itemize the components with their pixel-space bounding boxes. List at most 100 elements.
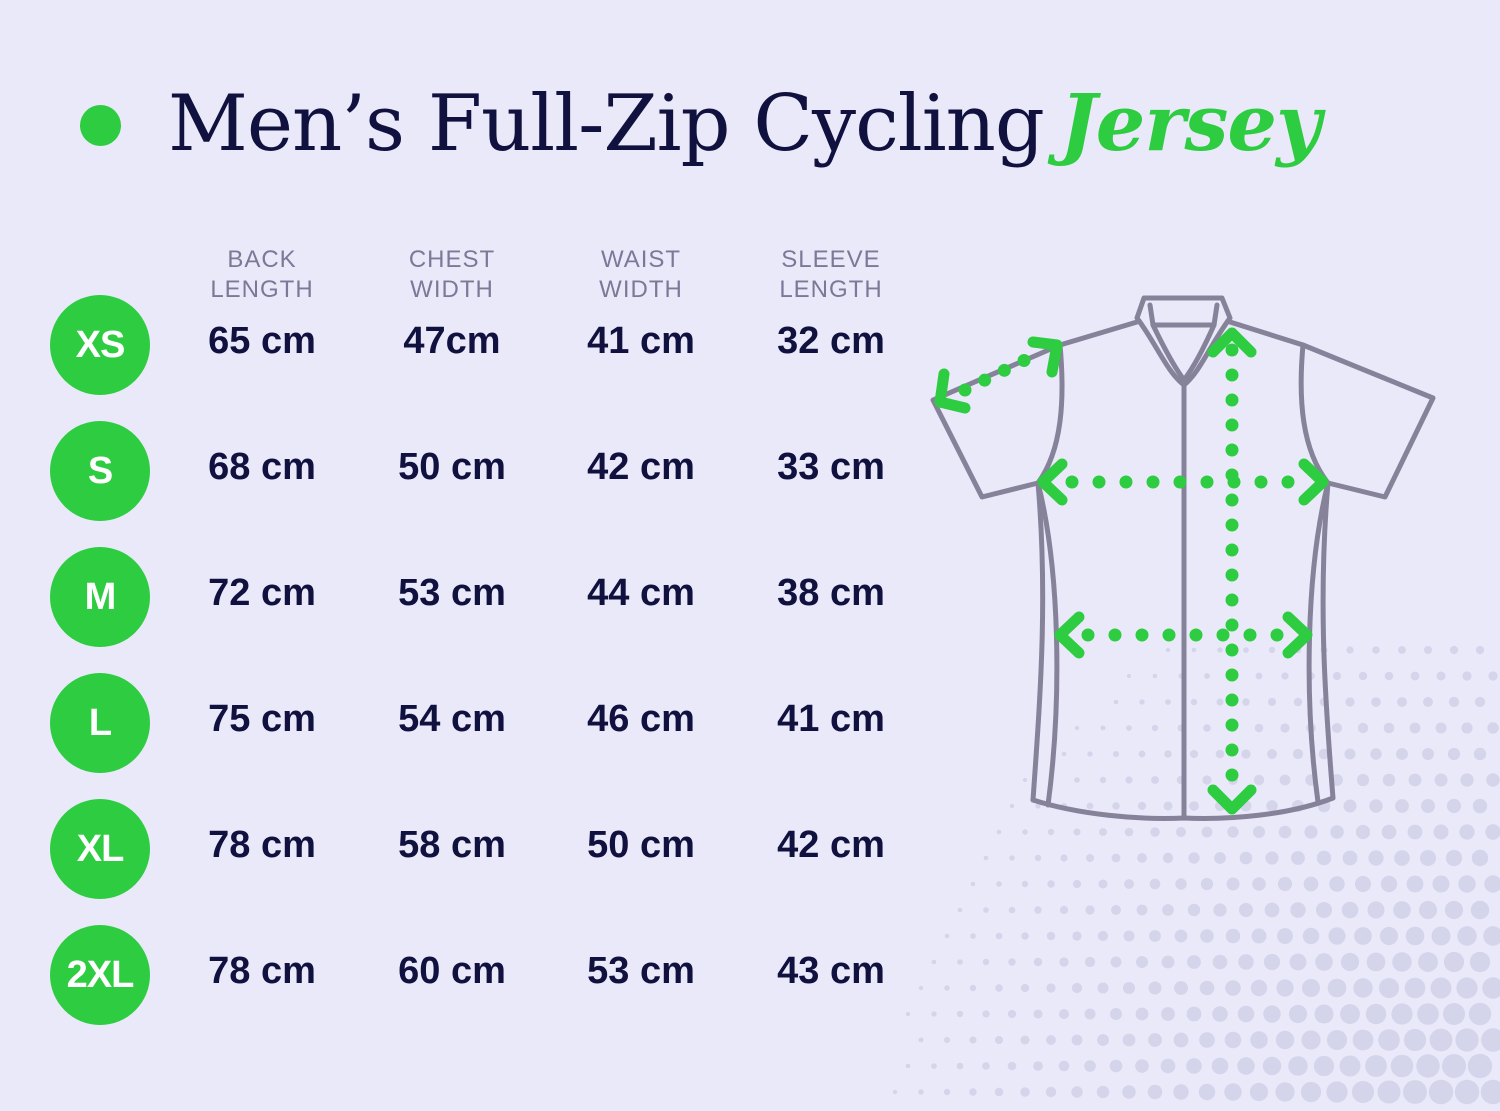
halftone-dot (892, 1089, 898, 1095)
halftone-dot (1084, 1008, 1096, 1020)
size-badge-2xl: 2XL (50, 925, 150, 1025)
halftone-dot (1123, 982, 1135, 994)
halftone-dot (1352, 1029, 1374, 1051)
halftone-dot (1291, 851, 1305, 865)
halftone-dot (1047, 828, 1055, 836)
halftone-dot (1255, 672, 1263, 680)
halftone-dot (1482, 977, 1500, 999)
halftone-dot (1394, 850, 1410, 866)
halftone-dot (1152, 673, 1158, 679)
halftone-dot (1379, 978, 1399, 998)
halftone-dot (1381, 824, 1397, 840)
halftone-dot (1484, 875, 1500, 893)
halftone-dot (1009, 803, 1015, 809)
halftone-dot (1073, 828, 1081, 836)
halftone-dot (1469, 951, 1491, 973)
table-cell: 44 cm (587, 572, 695, 614)
halftone-dot (1358, 671, 1368, 681)
table-cell: 72 cm (208, 572, 316, 614)
column-header-sleeve-length: SLEEVE LENGTH (779, 246, 883, 303)
halftone-dot (905, 1011, 911, 1017)
halftone-dot (1217, 647, 1223, 653)
halftone-dot (1357, 722, 1369, 734)
halftone-dot (1033, 957, 1043, 967)
measurement-markers (934, 327, 1329, 815)
halftone-dot (956, 1010, 964, 1018)
halftone-dot (982, 1062, 990, 1070)
halftone-dot (1377, 1080, 1401, 1104)
halftone-dot (1470, 900, 1490, 920)
table-cell: 54 cm (398, 698, 506, 740)
halftone-dot (1112, 802, 1120, 810)
halftone-dot (1488, 671, 1498, 681)
halftone-dot (1059, 957, 1069, 967)
halftone-dot (1215, 749, 1225, 759)
halftone-dot (1288, 1056, 1308, 1076)
halftone-dot (1224, 1083, 1242, 1101)
title-main: Men’s Full-Zip Cycling (168, 79, 1045, 169)
halftone-dot (1268, 646, 1276, 654)
halftone-dot (1443, 951, 1465, 973)
halftone-dot (1422, 748, 1434, 760)
table-cell: 41 cm (777, 698, 885, 740)
halftone-dot (1341, 901, 1359, 919)
halftone-dot (1198, 1083, 1216, 1101)
halftone-dot (1046, 983, 1056, 993)
halftone-dot (1200, 877, 1214, 891)
halftone-dot (1371, 697, 1381, 707)
halftone-dot (1313, 1055, 1335, 1077)
halftone-dot (1314, 1004, 1334, 1024)
table-cell: 42 cm (587, 446, 695, 488)
halftone-dot (1263, 1005, 1281, 1023)
halftone-dot (1378, 1029, 1400, 1051)
halftone-dot (1250, 1031, 1268, 1049)
halftone-dot (1150, 827, 1160, 837)
halftone-dot (1125, 776, 1133, 784)
halftone-dot (1443, 1003, 1465, 1025)
halftone-dot (1097, 1034, 1109, 1046)
halftone-dot (1408, 773, 1422, 787)
halftone-dot (1432, 875, 1450, 893)
table-cell: 60 cm (398, 950, 506, 992)
halftone-dot (1100, 725, 1106, 731)
halftone-dot (1059, 905, 1069, 915)
halftone-dot (1384, 671, 1394, 681)
halftone-dot (1379, 926, 1399, 946)
halftone-dot (1189, 801, 1199, 811)
halftone-dot (1173, 1032, 1189, 1048)
halftone-dot (1225, 928, 1241, 944)
halftone-dot (1148, 1033, 1162, 1047)
halftone-dot (1160, 1058, 1176, 1074)
halftone-dot (1369, 799, 1383, 813)
page-title: Men’s Full-Zip Cycling Jersey (168, 74, 1321, 174)
halftone-dot (1113, 751, 1119, 757)
halftone-dot (1186, 1006, 1202, 1022)
halftone-dot (1435, 722, 1447, 734)
halftone-dot (1436, 671, 1446, 681)
halftone-dot (1034, 854, 1042, 862)
halftone-dot (1097, 982, 1109, 994)
halftone-dot (1303, 876, 1319, 892)
halftone-dot (1164, 750, 1172, 758)
halftone-dot (918, 1089, 924, 1095)
halftone-dot (1123, 930, 1135, 942)
halftone-dot (1174, 929, 1188, 943)
table-cell: 75 cm (208, 698, 316, 740)
table-cell: 47cm (403, 320, 501, 362)
halftone-dot (1279, 774, 1291, 786)
halftone-dot (1060, 854, 1068, 862)
halftone-dot (1417, 1003, 1439, 1025)
halftone-dot (1383, 722, 1395, 734)
halftone-dot (1395, 799, 1409, 813)
halftone-dot (1403, 1080, 1427, 1104)
halftone-dot (1254, 723, 1264, 733)
halftone-dot (1471, 849, 1489, 867)
halftone-dot (1380, 875, 1398, 893)
halftone-dot (1352, 1081, 1374, 1103)
halftone-dot (1098, 879, 1108, 889)
halftone-dot (1242, 698, 1250, 706)
halftone-dot (1365, 1055, 1387, 1077)
halftone-dot (1302, 979, 1320, 997)
halftone-dot (1442, 1054, 1466, 1078)
halftone-dot (1188, 852, 1200, 864)
